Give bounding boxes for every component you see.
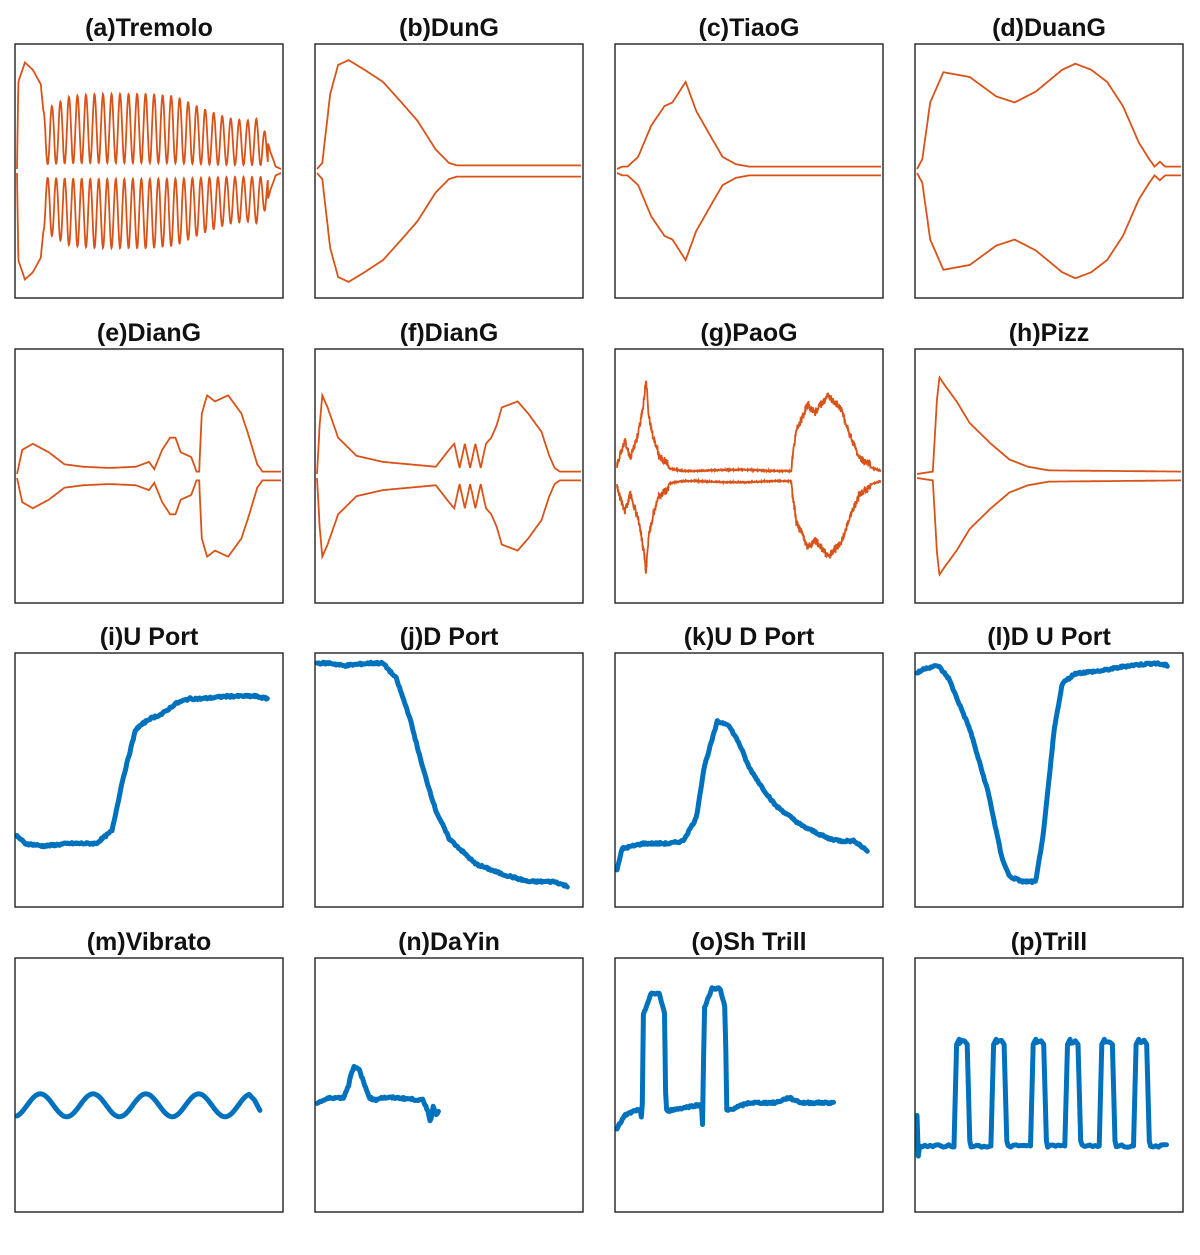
- plot-frame-l: [914, 652, 1184, 908]
- series-line-o: [614, 985, 836, 1132]
- series-line-p: [914, 1036, 1169, 1159]
- plot-frame-p: [914, 957, 1184, 1213]
- panel-title-g: (g)PaoG: [700, 319, 797, 347]
- panel-title-o: (o)Sh Trill: [691, 928, 806, 956]
- plot-frame-j: [314, 652, 584, 908]
- series-line-n: [314, 1063, 441, 1124]
- panel-title-h: (h)Pizz: [1009, 319, 1090, 347]
- panel-p: (p)Trill: [914, 928, 1184, 1213]
- panel-c: (c)TiaoG: [614, 14, 884, 299]
- plot-frame-i: [14, 652, 284, 908]
- panel-n: (n)DaYin: [314, 928, 584, 1213]
- plot-frame-m: [14, 957, 284, 1213]
- series-line-f: [316, 392, 581, 560]
- series-line-a: [16, 60, 282, 282]
- panel-e: (e)DianG: [14, 319, 284, 604]
- plot-frame-h: [914, 348, 1184, 604]
- panel-title-k: (k)U D Port: [684, 623, 815, 651]
- series-line-j: [314, 659, 570, 890]
- panel-a: (a)Tremolo: [14, 14, 284, 299]
- panel-m: (m)Vibrato: [14, 928, 284, 1213]
- plot-frame-d: [914, 43, 1184, 299]
- panel-h: (h)Pizz: [914, 319, 1184, 604]
- series-line-g: [616, 380, 882, 574]
- panel-f: (f)DianG: [314, 319, 584, 604]
- series-line-l: [914, 660, 1170, 885]
- panel-title-f: (f)DianG: [400, 319, 499, 347]
- series-line-c: [616, 80, 881, 262]
- plot-frame-a: [14, 43, 284, 299]
- panel-title-c: (c)TiaoG: [699, 14, 800, 42]
- panel-g: (g)PaoG: [614, 319, 884, 604]
- plot-frame-n: [314, 957, 584, 1213]
- panel-i: (i)U Port: [14, 623, 284, 908]
- panel-title-j: (j)D Port: [400, 623, 499, 651]
- plot-frame-f: [314, 348, 584, 604]
- panel-title-b: (b)DunG: [399, 14, 499, 42]
- panel-title-e: (e)DianG: [97, 319, 201, 347]
- series-line-h: [917, 375, 1181, 577]
- panel-title-n: (n)DaYin: [398, 928, 500, 956]
- series-line-m: [14, 1091, 263, 1120]
- panel-k: (k)U D Port: [614, 623, 884, 908]
- plot-frame-k: [614, 652, 884, 908]
- panel-d: (d)DuanG: [914, 14, 1184, 299]
- panel-l: (l)D U Port: [914, 623, 1184, 908]
- panel-o: (o)Sh Trill: [614, 928, 884, 1213]
- panel-title-m: (m)Vibrato: [87, 928, 212, 956]
- series-line-b: [316, 59, 581, 283]
- panel-title-l: (l)D U Port: [987, 623, 1111, 651]
- plot-frame-g: [614, 348, 884, 604]
- panel-b: (b)DunG: [314, 14, 584, 299]
- series-line-e: [16, 393, 281, 559]
- series-line-i: [14, 692, 270, 850]
- plot-frame-b: [314, 43, 584, 299]
- plot-frame-o: [614, 957, 884, 1213]
- plot-frame-e: [14, 348, 284, 604]
- panel-title-d: (d)DuanG: [992, 14, 1106, 42]
- panel-title-p: (p)Trill: [1011, 928, 1087, 956]
- series-line-k: [614, 718, 870, 873]
- panel-title-i: (i)U Port: [100, 623, 199, 651]
- panel-title-a: (a)Tremolo: [85, 14, 213, 42]
- panel-j: (j)D Port: [314, 623, 584, 908]
- series-line-d: [916, 62, 1181, 280]
- plot-frame-c: [614, 43, 884, 299]
